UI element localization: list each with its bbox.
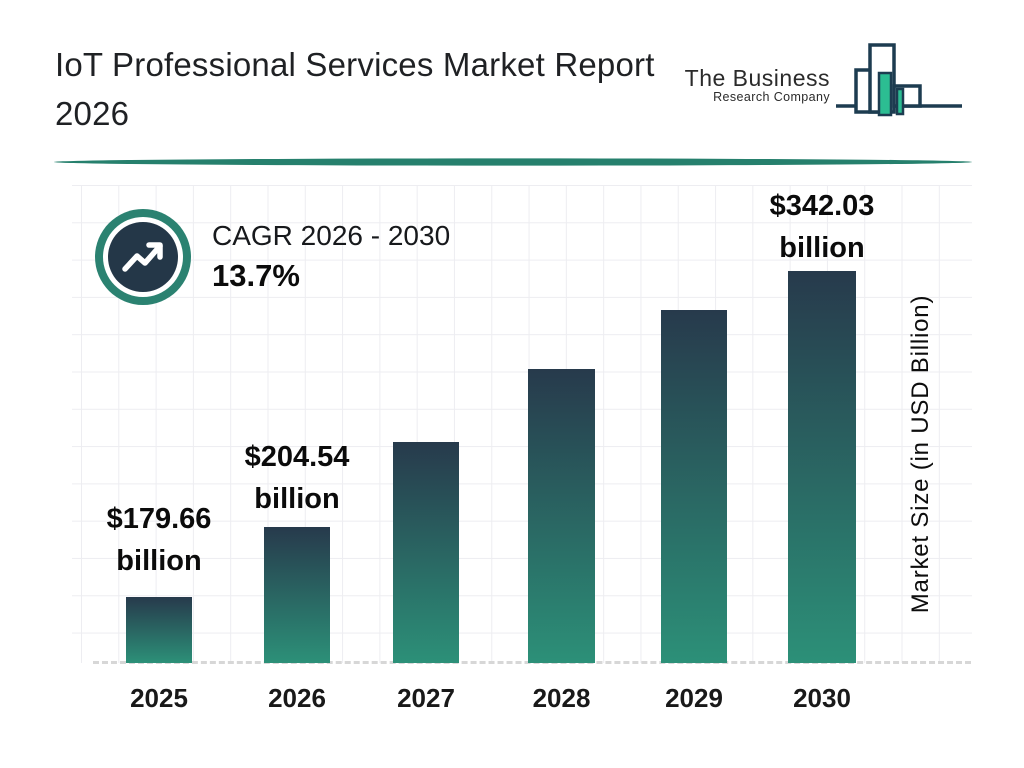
x-axis-label-2027: 2027 — [397, 683, 455, 713]
logo-company-subtitle: Research Company — [713, 90, 830, 104]
x-axis-label-2028: 2028 — [532, 683, 591, 713]
bar-2029 — [661, 310, 727, 663]
value-label-2026: $204.54 billion — [245, 436, 350, 520]
cagr-period-label: CAGR 2026 - 2030 — [212, 220, 451, 251]
company-logo: The Business Research Company — [610, 38, 980, 130]
logo-text: The Business Research Company — [685, 66, 830, 105]
cagr-value: 13.7% — [212, 258, 300, 293]
value-label-amount: $342.03 — [769, 190, 875, 222]
cagr-badge — [95, 209, 191, 305]
x-axis-label-2025: 2025 — [130, 683, 188, 713]
x-axis-label-2026: 2026 — [268, 683, 326, 713]
value-label-unit: billion — [254, 483, 340, 515]
cagr-badge-circle — [108, 222, 178, 292]
title-divider-shape — [54, 158, 972, 166]
value-label-amount: $204.54 — [244, 441, 350, 473]
bar-2026 — [264, 527, 330, 663]
logo-buildings-icon — [836, 43, 962, 117]
y-axis-label: Market Size (in USD Billion) — [907, 294, 934, 614]
cagr-badge-ring — [103, 217, 183, 297]
page-title: IoT Professional Services Market Report … — [55, 46, 655, 132]
trending-up-icon — [122, 242, 163, 272]
logo-company-name: The Business — [684, 65, 830, 91]
x-axis-label-2030: 2030 — [793, 683, 851, 713]
bar-2025 — [126, 597, 192, 663]
value-label-amount: $179.66 — [106, 503, 212, 535]
value-label-2030: $342.03 billion — [770, 185, 875, 269]
value-label-2025: $179.66 billion — [107, 498, 212, 582]
bar-2027 — [393, 442, 459, 663]
bar-2030 — [788, 271, 856, 663]
value-label-unit: billion — [779, 232, 865, 264]
bar-2028 — [528, 369, 595, 663]
value-label-unit: billion — [116, 545, 202, 577]
title-divider — [54, 158, 972, 166]
x-axis-label-2029: 2029 — [665, 683, 723, 713]
